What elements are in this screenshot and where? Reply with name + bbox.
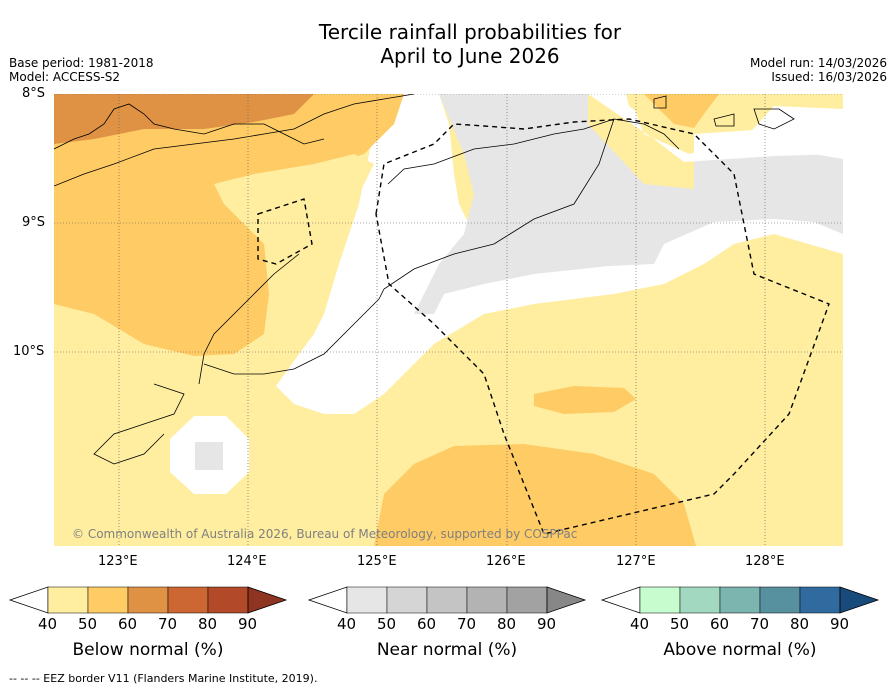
near-tick-50: 50	[377, 615, 397, 633]
below-50-60-patch	[534, 386, 636, 414]
lon-label-124e: 124°E	[227, 554, 267, 569]
coastline-islands	[54, 103, 325, 150]
near-swatch-5	[506, 586, 548, 614]
lon-label-123e: 123°E	[98, 554, 138, 569]
model-run: Model run: 14/03/2026	[749, 56, 887, 70]
near-swatch-3	[426, 586, 468, 614]
coastline-sumba	[93, 383, 185, 465]
meta-left: Base period: 1981-2018 Model: ACCESS-S2	[9, 56, 154, 84]
lon-label-125e: 125°E	[357, 554, 397, 569]
coastline-north	[54, 94, 415, 187]
map-panel: © Commonwealth of Australia 2026, Bureau…	[54, 94, 843, 546]
meta-right: Model run: 14/03/2026 Issued: 16/03/2026	[750, 56, 887, 84]
near-normal-square	[195, 442, 223, 470]
below-50-60-north	[644, 94, 719, 128]
colorbars	[8, 586, 880, 614]
below-swatch-4	[167, 586, 209, 614]
near-swatch-1	[346, 586, 388, 614]
above-normal-label: Above normal (%)	[663, 640, 817, 660]
no-dominant-patch-north	[588, 94, 843, 162]
lat-label-8s: 8°S	[22, 86, 46, 101]
above-tick-80: 80	[790, 615, 810, 633]
near-tick-90: 90	[537, 615, 557, 633]
title-line-2: April to June 2026	[380, 44, 560, 68]
near-normal-label: Near normal (%)	[376, 640, 518, 660]
below-swatch-5	[207, 586, 249, 614]
lon-label-128e: 128°E	[745, 554, 785, 569]
above-swatch-3	[719, 586, 761, 614]
lon-label-126e: 126°E	[486, 554, 526, 569]
lat-label-10s: 10°S	[13, 344, 45, 359]
eez-footer-note: -- -- -- EEZ border V11 (Flanders Marine…	[9, 672, 318, 685]
lat-label-9s: 9°S	[22, 215, 46, 230]
above-swatch-1	[639, 586, 681, 614]
colorbar-near	[307, 586, 587, 614]
near-normal-region	[414, 94, 843, 314]
near-tick-70: 70	[457, 615, 477, 633]
chart-title: Tercile rainfall probabilities for April…	[0, 20, 896, 68]
eez-border-timor	[375, 118, 830, 535]
above-swatch-4	[759, 586, 801, 614]
island-small-2	[713, 113, 735, 127]
model-name: Model: ACCESS-S2	[9, 70, 121, 84]
above-tick-50: 50	[670, 615, 690, 633]
above-swatch-2	[679, 586, 721, 614]
above-swatch-extend	[839, 586, 880, 614]
eez-border-oecusse	[257, 198, 313, 265]
below-swatch-1	[47, 586, 89, 614]
copyright-text: © Commonwealth of Australia 2026, Bureau…	[72, 527, 577, 541]
below-swatch-extend	[247, 586, 288, 614]
coastline-timor-south	[378, 118, 615, 300]
coastline-timor-north	[387, 118, 680, 185]
below-50-60-west	[54, 94, 404, 356]
issued-date: Issued: 16/03/2026	[771, 70, 887, 84]
below-tick-70: 70	[158, 615, 178, 633]
colorbar-below	[8, 586, 288, 614]
above-swatch-5	[799, 586, 841, 614]
below-swatch-3	[127, 586, 169, 614]
near-tick-60: 60	[417, 615, 437, 633]
below-tick-90: 90	[238, 615, 258, 633]
near-swatch-2	[386, 586, 428, 614]
below-swatch-2	[87, 586, 129, 614]
below-normal-label: Below normal (%)	[72, 640, 224, 660]
near-swatch-4	[466, 586, 508, 614]
island-small-1	[653, 95, 667, 109]
above-tick-90: 90	[830, 615, 850, 633]
title-line-1: Tercile rainfall probabilities for	[318, 20, 622, 44]
below-50-60-south	[374, 444, 696, 546]
coastline-west	[203, 298, 380, 375]
below-40-50-inner	[214, 154, 374, 264]
lon-label-127e: 127°E	[616, 554, 656, 569]
near-tick-80: 80	[497, 615, 517, 633]
below-tick-80: 80	[198, 615, 218, 633]
below-tick-50: 50	[78, 615, 98, 633]
colorbar-above	[600, 586, 880, 614]
above-tick-60: 60	[710, 615, 730, 633]
below-tick-40: 40	[38, 615, 58, 633]
above-tick-40: 40	[630, 615, 650, 633]
near-tick-40: 40	[337, 615, 357, 633]
island-small-3	[753, 108, 795, 130]
coastline-flores	[198, 253, 300, 385]
above-tick-70: 70	[750, 615, 770, 633]
base-period: Base period: 1981-2018	[9, 56, 154, 70]
near-swatch-extend	[546, 586, 587, 614]
below-tick-60: 60	[118, 615, 138, 633]
